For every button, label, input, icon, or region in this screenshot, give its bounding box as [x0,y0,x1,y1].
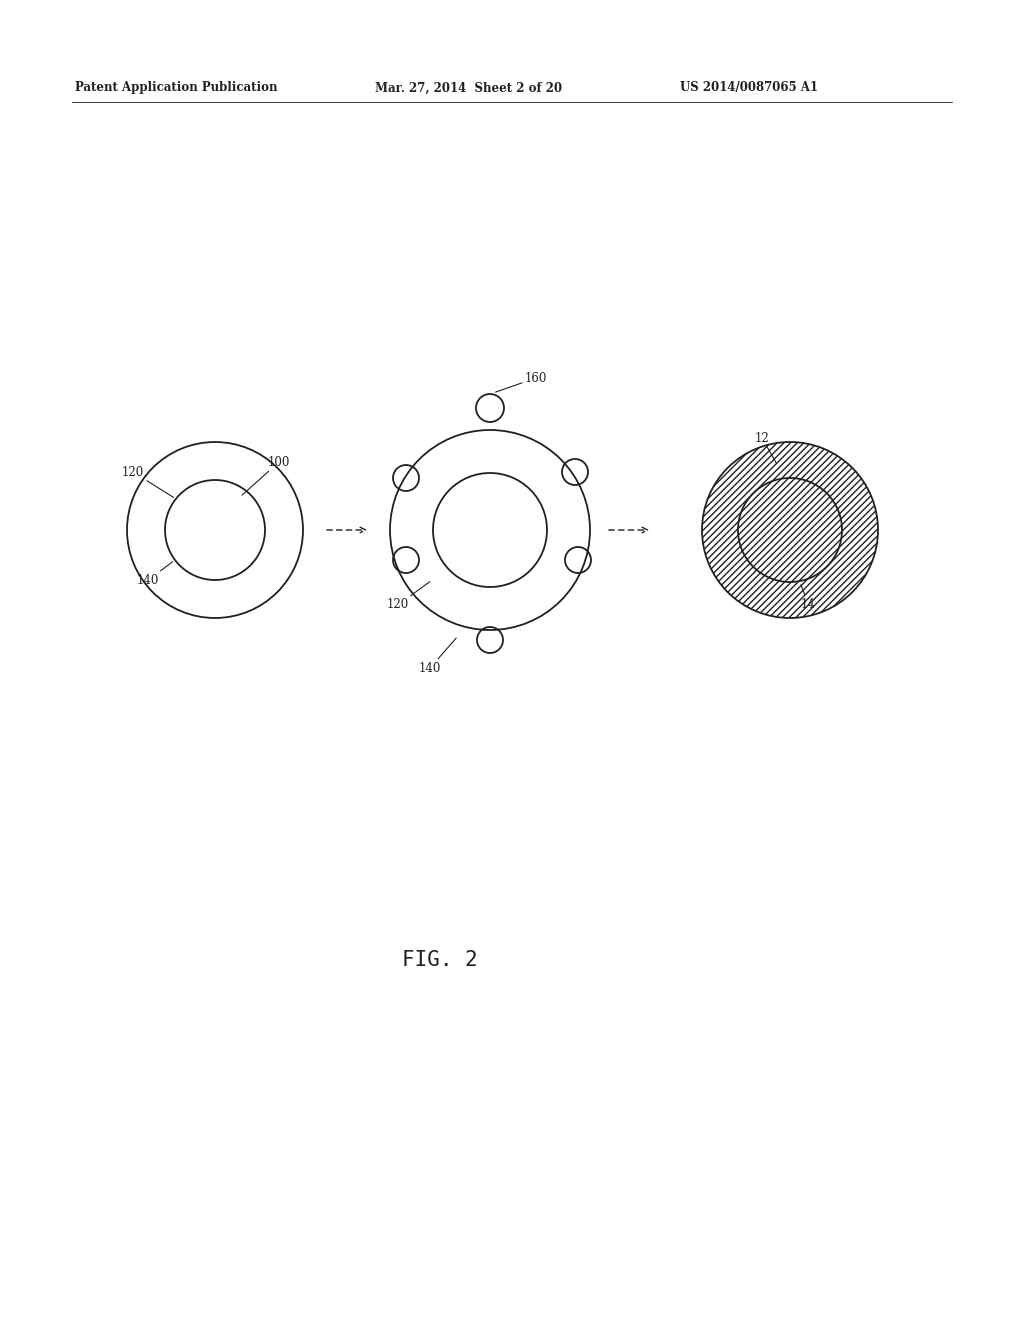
Text: 140: 140 [137,561,173,586]
Text: US 2014/0087065 A1: US 2014/0087065 A1 [680,82,818,95]
Text: 120: 120 [122,466,174,498]
Text: 160: 160 [496,371,547,392]
Text: 12: 12 [755,432,776,463]
Text: FIG. 2: FIG. 2 [402,950,478,970]
Circle shape [738,478,842,582]
Text: 120: 120 [387,582,430,611]
Circle shape [702,442,878,618]
Text: 100: 100 [242,455,290,495]
Text: Patent Application Publication: Patent Application Publication [75,82,278,95]
Text: 140: 140 [419,638,456,675]
Text: 14: 14 [801,585,815,610]
Text: Mar. 27, 2014  Sheet 2 of 20: Mar. 27, 2014 Sheet 2 of 20 [375,82,562,95]
